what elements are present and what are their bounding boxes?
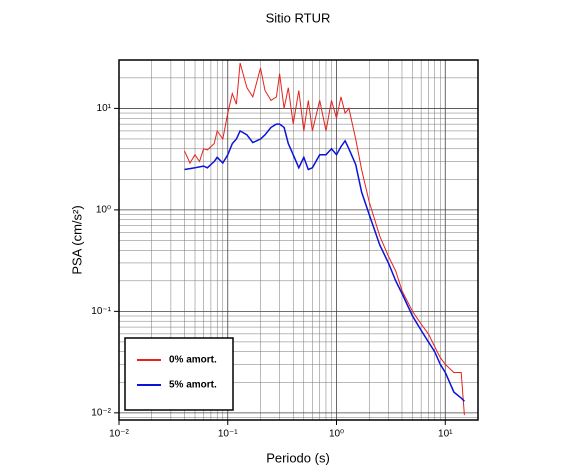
chart-title: Sitio RTUR: [266, 10, 331, 25]
x-axis-label: Periodo (s): [266, 450, 330, 465]
x-tick-label: 10⁻²: [109, 429, 129, 440]
y-tick-label: 10¹: [97, 103, 112, 114]
y-tick-label: 10⁻²: [91, 407, 111, 418]
x-tick-label: 10⁰: [329, 429, 344, 440]
y-tick-label: 10⁻¹: [91, 306, 111, 317]
series-line: [184, 123, 465, 402]
plot-frame: [118, 59, 479, 421]
legend-box: [124, 337, 234, 411]
x-tick-label: 10¹: [438, 429, 453, 440]
legend-label: 0% amort.: [169, 355, 217, 366]
y-tick-label: 10⁰: [96, 205, 111, 216]
x-tick-label: 10⁻¹: [218, 429, 238, 440]
series-line: [184, 62, 465, 416]
y-axis-label: PSA (cm/s²): [69, 205, 84, 274]
legend-label: 5% amort.: [169, 380, 217, 391]
